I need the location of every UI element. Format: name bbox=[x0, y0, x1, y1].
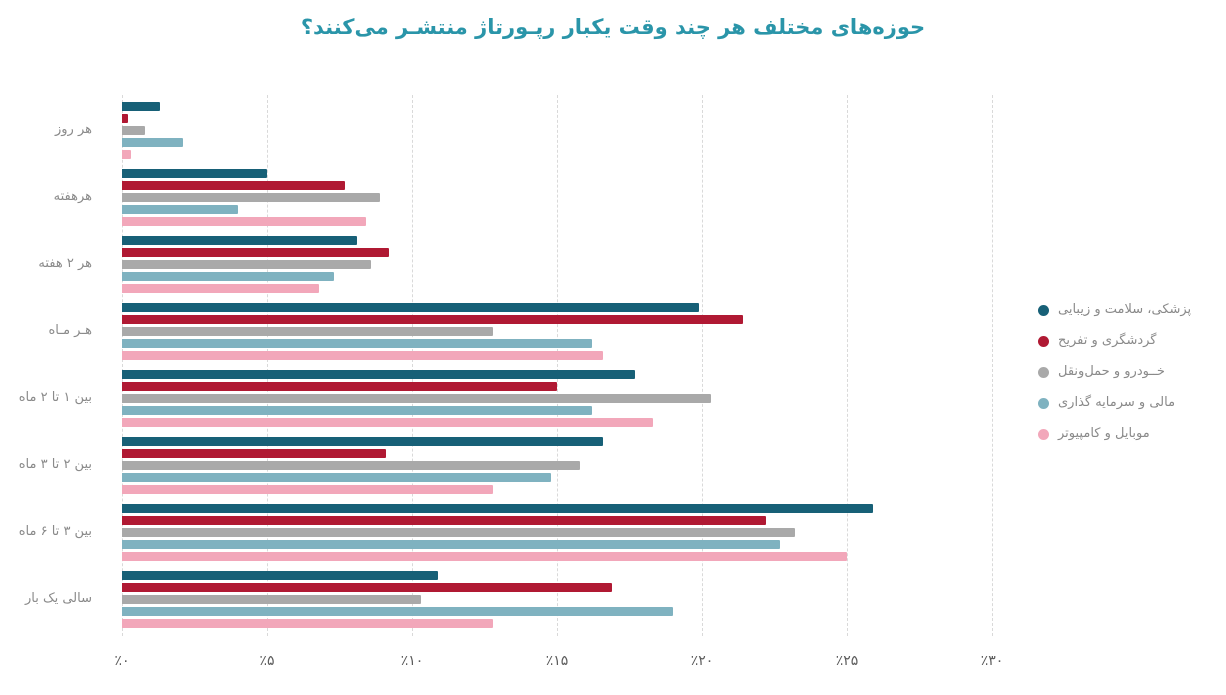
legend-dot-icon bbox=[1038, 304, 1049, 316]
gridline bbox=[992, 95, 993, 636]
x-tick-label: ٪۱۰ bbox=[400, 653, 424, 669]
bar bbox=[122, 126, 146, 135]
legend: پزشکی، سلامت و زیبایی گردشگری و تفریح خــو… bbox=[1038, 302, 1192, 442]
bar bbox=[122, 619, 494, 628]
bar bbox=[122, 528, 795, 537]
legend-item: پزشکی، سلامت و زیبایی bbox=[1038, 302, 1192, 318]
chart-row: هرهفته bbox=[0, 164, 992, 231]
bar bbox=[122, 102, 160, 111]
bar bbox=[122, 461, 581, 470]
bar-group bbox=[122, 236, 992, 293]
bar bbox=[122, 284, 320, 293]
x-tick-label: ٪۱۵ bbox=[545, 653, 569, 669]
bar-group bbox=[122, 102, 992, 159]
legend-label: پزشکی، سلامت و زیبایی bbox=[1058, 302, 1192, 317]
chart-row: بین ۳ تا ۶ ماه bbox=[0, 499, 992, 566]
chart-rows: هر روز هرهفته هر ۲ هفته هـر مـاه بین ۱ تا ۲ … bbox=[0, 97, 992, 633]
category-label: بین ۳ تا ۶ ماه bbox=[18, 524, 92, 540]
legend-dot-icon bbox=[1038, 335, 1049, 347]
bar-group bbox=[122, 437, 992, 494]
legend-label: موبایل و کامپیوتر bbox=[1058, 425, 1150, 441]
bar-group bbox=[122, 571, 992, 628]
legend-item: گردشگری و تفریح bbox=[1038, 332, 1191, 349]
bar bbox=[122, 236, 357, 245]
x-tick-label: ٪۳۰ bbox=[980, 653, 1004, 669]
bar bbox=[122, 449, 386, 458]
bar bbox=[122, 382, 557, 391]
bar bbox=[122, 169, 267, 178]
bar bbox=[122, 272, 334, 281]
bar bbox=[122, 473, 552, 482]
bar bbox=[122, 583, 613, 592]
bar bbox=[122, 327, 494, 336]
legend-item: مالی و سرمایه گذاری bbox=[1038, 394, 1191, 411]
legend-label: مالی و سرمایه گذاری bbox=[1058, 394, 1176, 410]
x-axis: ٪۰ ٪۵ ٪۱۰ ٪۱۵ ٪۲۰ ٪۲۵ ٪۳۰ bbox=[114, 653, 1003, 675]
bar bbox=[122, 571, 439, 580]
bar bbox=[122, 205, 238, 214]
legend-dot-icon bbox=[1038, 366, 1049, 378]
bar bbox=[122, 193, 381, 202]
legend-item: خــودرو و حمل‌ونقل bbox=[1038, 363, 1191, 380]
x-tick-label: ٪۲۵ bbox=[835, 653, 859, 669]
bar bbox=[122, 303, 700, 312]
chart-row: هر روز bbox=[0, 97, 992, 164]
bar bbox=[122, 552, 847, 561]
bar bbox=[122, 339, 592, 348]
bar bbox=[122, 540, 781, 549]
bar bbox=[122, 516, 766, 525]
bar bbox=[122, 607, 673, 616]
legend-dot-icon bbox=[1038, 428, 1049, 440]
category-label: بین ۱ تا ۲ ماه bbox=[18, 390, 92, 406]
bar-group bbox=[122, 303, 992, 360]
category-label: بین ۲ تا ۳ ماه bbox=[18, 457, 92, 473]
legend-dot-icon bbox=[1038, 397, 1049, 409]
x-tick-label: ٪۲۰ bbox=[690, 653, 714, 669]
bar bbox=[122, 406, 592, 415]
chart-row: بین ۲ تا ۳ ماه bbox=[0, 432, 992, 499]
bar bbox=[122, 418, 653, 427]
bar bbox=[122, 370, 636, 379]
bar bbox=[122, 351, 604, 360]
x-tick-label: ٪۰ bbox=[114, 653, 130, 669]
bar bbox=[122, 485, 494, 494]
bar bbox=[122, 260, 372, 269]
legend-label: خــودرو و حمل‌ونقل bbox=[1058, 363, 1165, 379]
category-label: هر روز bbox=[55, 122, 92, 138]
legend-label: گردشگری و تفریح bbox=[1058, 332, 1157, 348]
bar bbox=[122, 595, 421, 604]
category-label: هر ۲ هفته bbox=[38, 256, 92, 272]
bar-group bbox=[122, 504, 992, 561]
category-label: هـر مـاه bbox=[48, 323, 92, 339]
category-label: سالی یک بار bbox=[24, 591, 92, 607]
legend-item: موبایل و کامپیوتر bbox=[1038, 425, 1191, 442]
bar bbox=[122, 315, 743, 324]
bar bbox=[122, 248, 389, 257]
bar bbox=[122, 217, 366, 226]
bar bbox=[122, 437, 604, 446]
bar bbox=[122, 394, 711, 403]
x-tick-label: ٪۵ bbox=[259, 653, 275, 669]
bar-group bbox=[122, 169, 992, 226]
chart-row: بین ۱ تا ۲ ماه bbox=[0, 365, 992, 432]
bar bbox=[122, 504, 874, 513]
bar bbox=[122, 138, 183, 147]
bar-group bbox=[122, 370, 992, 427]
chart-title: حوزه‌های مختلف هر چند وقت یکبار رپـورتاژ… bbox=[300, 15, 926, 39]
bar-chart: هر روز هرهفته هر ۲ هفته هـر مـاه بین ۱ تا ۲ … bbox=[0, 95, 1030, 685]
chart-row: سالی یک بار bbox=[0, 566, 992, 633]
bar bbox=[122, 181, 346, 190]
chart-row: هر ۲ هفته bbox=[0, 231, 992, 298]
bar bbox=[122, 114, 128, 123]
chart-row: هـر مـاه bbox=[0, 298, 992, 365]
bar bbox=[122, 150, 131, 159]
category-label: هرهفته bbox=[53, 189, 92, 205]
